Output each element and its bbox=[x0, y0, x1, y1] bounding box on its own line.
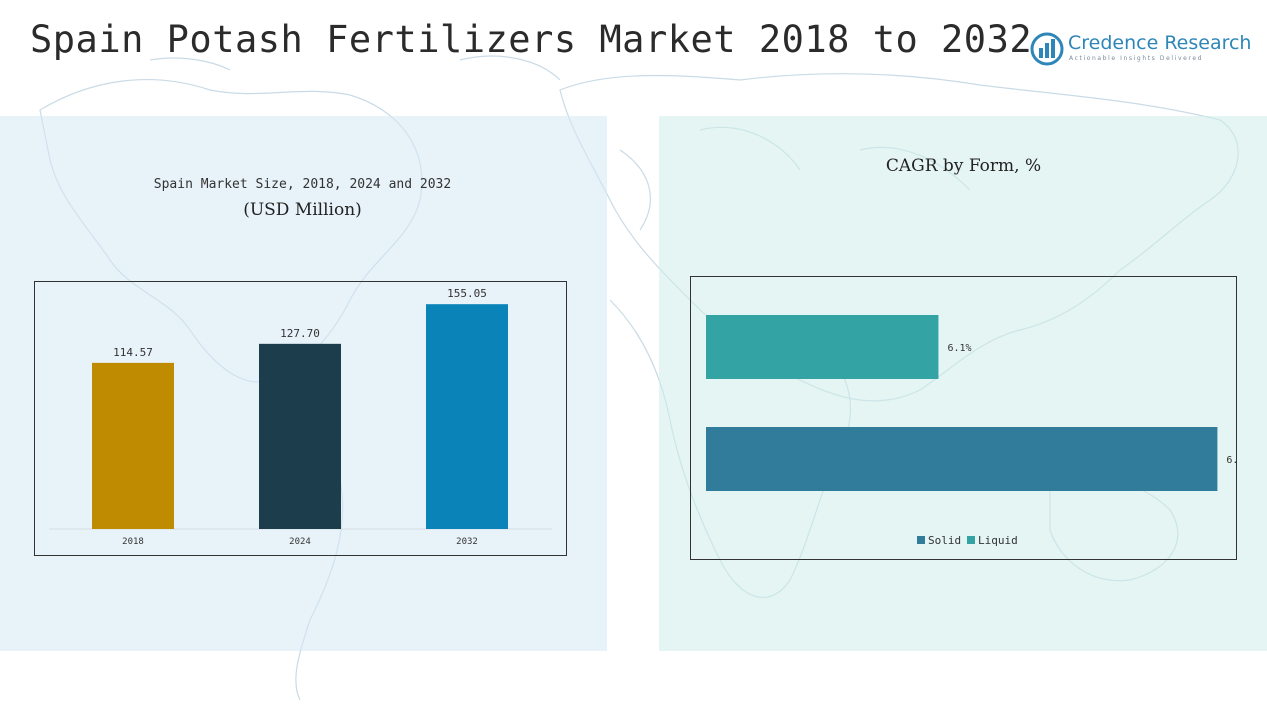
logo-tagline: Actionable Insights Delivered bbox=[1069, 55, 1204, 62]
bar-2018 bbox=[92, 362, 174, 529]
tick-label-2024: 2024 bbox=[289, 537, 311, 547]
data-label-2032: 155.05 bbox=[447, 287, 487, 300]
bar-solid bbox=[706, 427, 1218, 491]
market-size-unit: (USD Million) bbox=[243, 200, 362, 220]
legend-swatch-liquid bbox=[967, 536, 975, 544]
data-label-2024: 127.70 bbox=[280, 327, 320, 340]
credence-research-logo: Credence Research Actionable Insights De… bbox=[1030, 30, 1251, 70]
bar-chart-circle-icon bbox=[1030, 32, 1064, 66]
market-size-chart: 114.57 2018 127.70 2024 155.05 2032 bbox=[34, 281, 567, 556]
legend-label-solid: Solid bbox=[928, 534, 961, 547]
cagr-by-form-chart: 6.1% 6.4% Solid Liquid bbox=[690, 276, 1250, 560]
bar-2032 bbox=[426, 304, 508, 529]
legend-swatch-solid bbox=[917, 536, 925, 544]
cagr-chart-title: CAGR by Form, % bbox=[885, 156, 1042, 176]
cagr-panel bbox=[659, 116, 1267, 651]
market-size-subtitle: Spain Market Size, 2018, 2024 and 2032 bbox=[153, 177, 452, 192]
logo-name: Credence Research bbox=[1068, 32, 1252, 54]
data-label-2018: 114.57 bbox=[113, 346, 153, 359]
bar-liquid bbox=[706, 315, 939, 379]
bar-2024 bbox=[259, 343, 341, 529]
data-label-liquid: 6.1% bbox=[947, 343, 971, 354]
cagr-bar-svg: 6.1% 6.4% Solid Liquid bbox=[706, 315, 1250, 547]
tick-label-2018: 2018 bbox=[122, 537, 144, 547]
page-title: Spain Potash Fertilizers Market 2018 to … bbox=[30, 18, 1033, 61]
market-size-bar-svg: 114.57 2018 127.70 2024 155.05 2032 bbox=[49, 287, 552, 547]
legend-label-liquid: Liquid bbox=[978, 534, 1018, 547]
data-label-solid: 6.4% bbox=[1226, 455, 1236, 466]
tick-label-2032: 2032 bbox=[456, 537, 478, 547]
